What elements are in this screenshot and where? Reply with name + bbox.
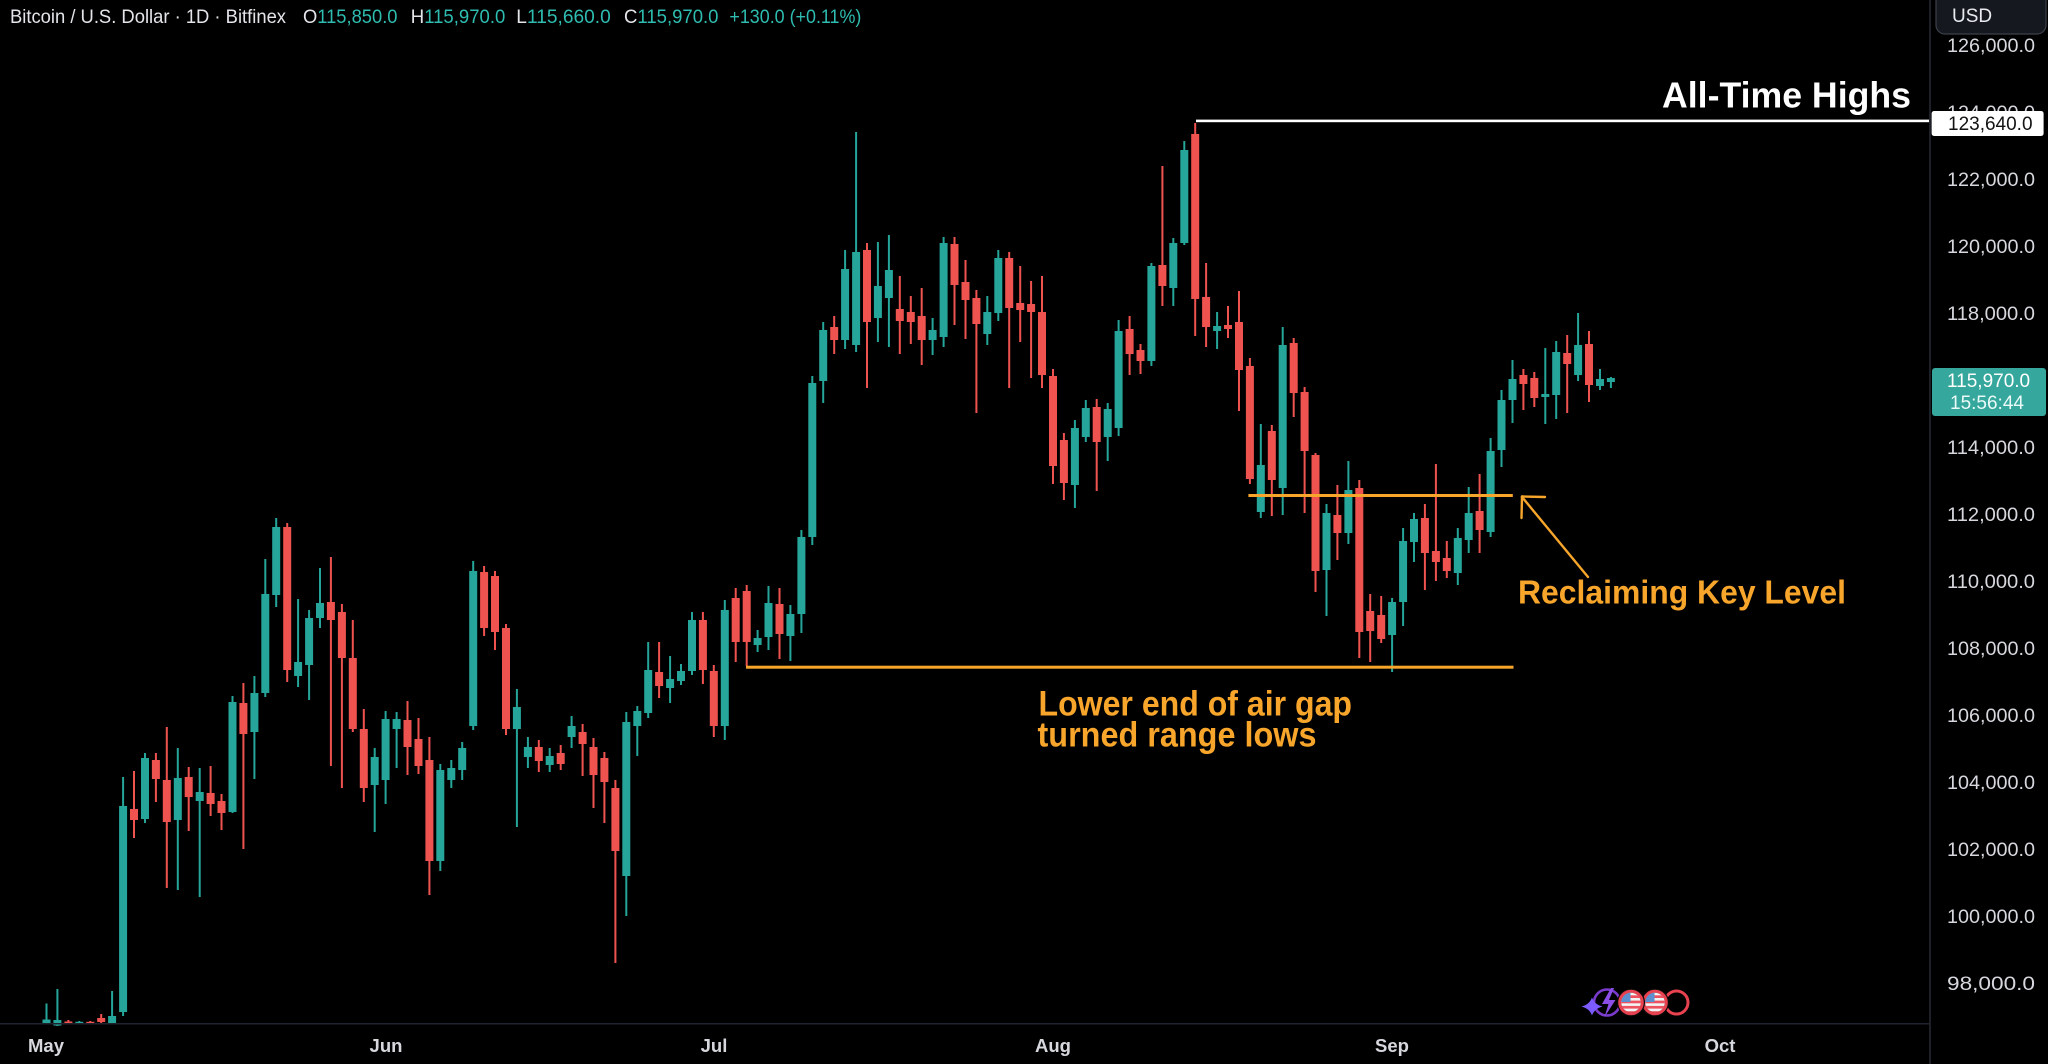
svg-text:USD: USD [1952, 6, 1992, 27]
svg-text:Aug: Aug [1035, 1035, 1071, 1056]
svg-text:106,000.0: 106,000.0 [1947, 705, 2035, 727]
svg-text:H115,970.0: H115,970.0 [411, 6, 506, 28]
svg-text:104,000.0: 104,000.0 [1947, 772, 2035, 794]
svg-text:15:56:44: 15:56:44 [1950, 393, 2024, 414]
svg-text:Reclaiming Key Level: Reclaiming Key Level [1518, 574, 1846, 611]
svg-text:All-Time Highs: All-Time Highs [1662, 75, 1911, 116]
svg-text:turned range lows: turned range lows [1038, 716, 1317, 755]
svg-text:O115,850.0: O115,850.0 [303, 6, 398, 28]
svg-text:Jun: Jun [370, 1035, 403, 1056]
svg-text:98,000.0: 98,000.0 [1947, 973, 2035, 995]
svg-text:May: May [28, 1035, 65, 1056]
svg-text:114,000.0: 114,000.0 [1947, 437, 2035, 459]
svg-text:118,000.0: 118,000.0 [1947, 303, 2035, 325]
svg-text:Bitcoin / U.S. Dollar · 1D · B: Bitcoin / U.S. Dollar · 1D · Bitfinex [10, 6, 286, 28]
svg-text:110,000.0: 110,000.0 [1947, 571, 2035, 593]
svg-text:102,000.0: 102,000.0 [1947, 839, 2035, 861]
svg-text:122,000.0: 122,000.0 [1947, 169, 2035, 191]
svg-text:Oct: Oct [1705, 1035, 1736, 1056]
svg-text:112,000.0: 112,000.0 [1947, 504, 2035, 526]
svg-text:Sep: Sep [1375, 1035, 1409, 1056]
svg-text:C115,970.0: C115,970.0 [624, 6, 719, 28]
svg-text:120,000.0: 120,000.0 [1947, 236, 2035, 258]
svg-text:L115,660.0: L115,660.0 [516, 6, 611, 28]
svg-text:Lower end of air gap: Lower end of air gap [1039, 685, 1353, 724]
svg-text:100,000.0: 100,000.0 [1947, 906, 2035, 928]
svg-text:+130.0 (+0.11%): +130.0 (+0.11%) [729, 6, 861, 28]
svg-text:126,000.0: 126,000.0 [1947, 35, 2035, 57]
svg-text:108,000.0: 108,000.0 [1947, 638, 2035, 660]
svg-text:115,970.0: 115,970.0 [1947, 371, 2030, 392]
svg-text:Jul: Jul [701, 1035, 728, 1056]
svg-text:123,640.0: 123,640.0 [1948, 114, 2033, 135]
